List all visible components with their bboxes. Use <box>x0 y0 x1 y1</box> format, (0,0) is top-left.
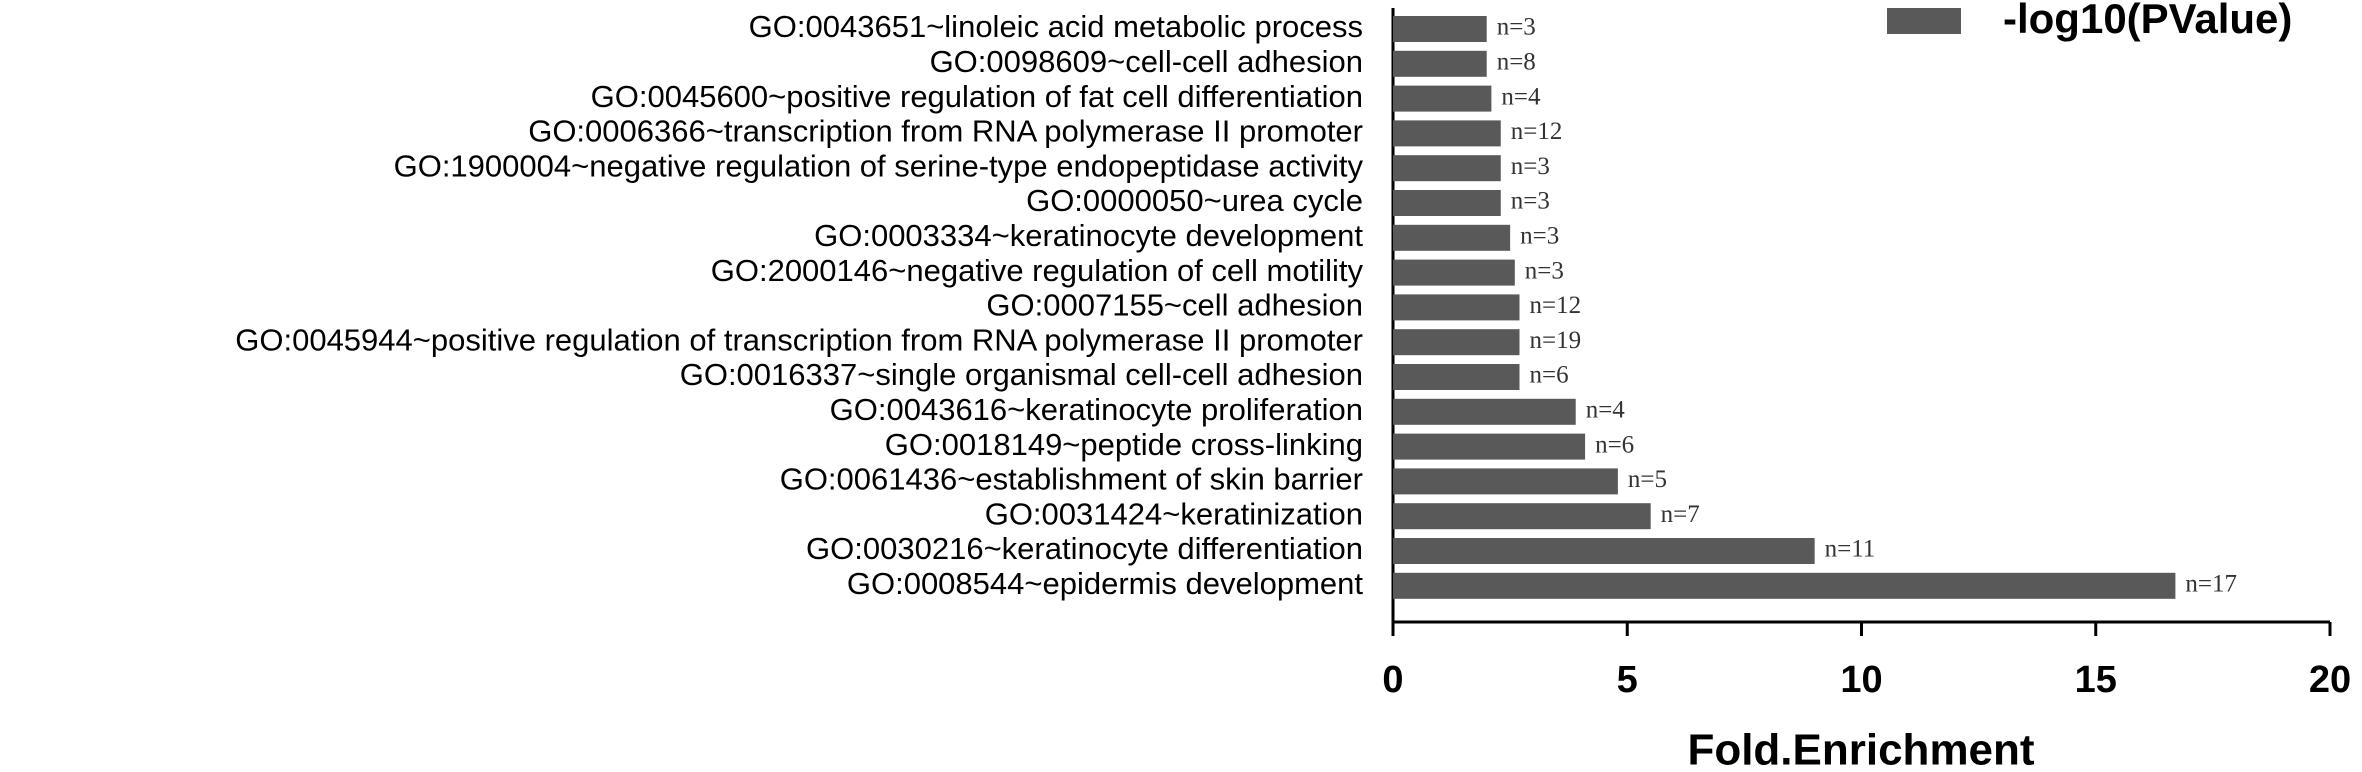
bar <box>1393 259 1515 286</box>
bar <box>1393 503 1651 530</box>
x-tick-label: 5 <box>1617 659 1638 701</box>
legend-label: -log10(PValue) <box>2003 0 2292 42</box>
x-tick-label: 15 <box>2075 659 2117 701</box>
bar <box>1393 85 1492 112</box>
bar <box>1393 468 1618 495</box>
bar <box>1393 364 1520 390</box>
y-tick-label: GO:0000050~urea cycle <box>1026 183 1363 218</box>
legend-swatch <box>1887 8 1961 34</box>
y-tick-label: GO:0045600~positive regulation of fat ce… <box>591 79 1363 114</box>
bar <box>1393 224 1511 251</box>
bar-label: n=12 <box>1529 292 1581 319</box>
bar-label: n=3 <box>1520 223 1559 250</box>
bar <box>1393 120 1501 147</box>
y-tick-label: GO:0007155~cell adhesion <box>986 288 1363 323</box>
bar-label: n=6 <box>1529 362 1568 389</box>
bar-label: n=5 <box>1628 466 1667 493</box>
y-tick-label: GO:0061436~establishment of skin barrier <box>780 462 1363 497</box>
y-tick-label: GO:0003334~keratinocyte development <box>814 218 1363 253</box>
y-tick-label: GO:0030216~keratinocyte differentiation <box>806 531 1363 566</box>
bar-label: n=6 <box>1595 431 1634 458</box>
bar-label: n=3 <box>1525 257 1564 284</box>
bar <box>1393 572 2176 599</box>
y-tick-label: GO:0018149~peptide cross-linking <box>885 427 1363 462</box>
y-tick-label: GO:0045944~positive regulation of transc… <box>235 322 1363 357</box>
x-axis-title: Fold.Enrichment <box>1687 726 2034 772</box>
bar <box>1393 16 1487 42</box>
bar <box>1393 294 1520 321</box>
bar-label: n=11 <box>1825 536 1876 563</box>
bar-label: n=12 <box>1511 118 1563 145</box>
y-tick-label: GO:0031424~keratinization <box>985 496 1363 531</box>
bar-label: n=17 <box>2185 571 2237 598</box>
bar <box>1393 398 1576 425</box>
y-tick-label: GO:0006366~transcription from RNA polyme… <box>528 114 1363 149</box>
x-tick-label: 20 <box>2309 659 2351 701</box>
bar <box>1393 190 1501 216</box>
y-tick-label: GO:0098609~cell-cell adhesion <box>930 44 1363 79</box>
y-tick-label: GO:1900004~negative regulation of serine… <box>394 148 1364 183</box>
bar <box>1393 155 1501 182</box>
bar-label: n=7 <box>1661 501 1700 528</box>
bar <box>1393 433 1586 460</box>
bar-label: n=3 <box>1497 14 1536 41</box>
bar-label: n=8 <box>1497 49 1536 76</box>
y-tick-label: GO:0043616~keratinocyte proliferation <box>830 392 1363 427</box>
bar-label: n=19 <box>1529 327 1581 354</box>
bar <box>1393 329 1520 356</box>
bar-label: n=3 <box>1511 153 1550 180</box>
bar <box>1393 50 1487 77</box>
y-tick-label: GO:0008544~epidermis development <box>847 566 1364 601</box>
y-tick-label: GO:0043651~linoleic acid metabolic proce… <box>749 9 1363 44</box>
x-tick-label: 10 <box>1840 659 1882 701</box>
bar-label: n=3 <box>1511 188 1550 215</box>
bar-label: n=4 <box>1586 397 1626 424</box>
x-tick-label: 0 <box>1382 659 1403 701</box>
y-tick-label: GO:2000146~negative regulation of cell m… <box>711 253 1364 288</box>
bar <box>1393 538 1815 564</box>
y-tick-label: GO:0016337~single organismal cell-cell a… <box>680 357 1363 392</box>
bar-label: n=4 <box>1501 83 1541 110</box>
